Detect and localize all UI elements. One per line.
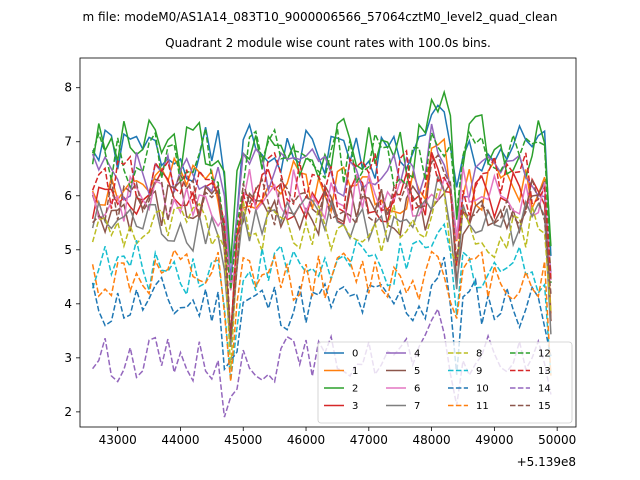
- y-tick-label: 6: [64, 189, 72, 203]
- chart-title: Quadrant 2 module wise count rates with …: [165, 36, 491, 50]
- series-layer: [91, 89, 552, 418]
- series-line-3: [91, 152, 552, 339]
- legend-label-13: 13: [538, 366, 551, 377]
- y-tick-label: 5: [64, 243, 72, 257]
- legend-label-6: 6: [414, 384, 420, 395]
- series-line-7: [91, 173, 552, 347]
- legend-label-7: 7: [414, 401, 420, 412]
- x-tick-label: 48000: [413, 433, 451, 447]
- series-line-11: [91, 248, 552, 382]
- x-tick-label: 46000: [287, 433, 325, 447]
- series-line-4: [91, 123, 552, 283]
- legend-label-2: 2: [352, 384, 358, 395]
- y-tick-label: 7: [64, 135, 72, 149]
- figure-suptitle: m file: modeM0/AS1A14_083T10_9000006566_…: [82, 10, 558, 24]
- legend-label-4: 4: [414, 349, 420, 360]
- x-tick-label: 44000: [161, 433, 199, 447]
- legend-label-10: 10: [476, 384, 489, 395]
- series-line-13: [91, 149, 552, 337]
- series-line-15: [92, 153, 552, 340]
- y-tick-label: 2: [64, 405, 72, 419]
- series-line-12: [91, 127, 552, 290]
- x-offset-label: +5.139e8: [517, 455, 576, 469]
- x-axis: 43000 44000 45000 46000 47000 48000 49000 50000: [99, 427, 576, 447]
- legend-label-0: 0: [352, 349, 358, 360]
- legend-box: [317, 341, 573, 424]
- x-tick-label: 43000: [99, 433, 137, 447]
- y-axis: 2 3 4 5 6 7 8: [64, 81, 80, 419]
- y-tick-label: 3: [64, 351, 72, 365]
- series-line-5: [91, 179, 552, 340]
- series-line-1: [91, 137, 552, 338]
- legend-label-5: 5: [414, 366, 420, 377]
- y-tick-label: 4: [64, 297, 72, 311]
- legend-label-8: 8: [476, 349, 482, 360]
- y-tick-label: 8: [64, 81, 72, 95]
- x-tick-label: 45000: [224, 433, 262, 447]
- legend-label-3: 3: [352, 401, 358, 412]
- series-line-8: [91, 188, 552, 370]
- legend-label-9: 9: [476, 366, 482, 377]
- x-tick-label: 49000: [475, 433, 513, 447]
- legend-label-1: 1: [352, 366, 358, 377]
- legend-label-14: 14: [538, 384, 551, 395]
- legend-label-15: 15: [538, 401, 551, 412]
- x-tick-label: 47000: [350, 433, 388, 447]
- legend-label-11: 11: [476, 401, 489, 412]
- legend-label-12: 12: [538, 349, 551, 360]
- series-line-2: [91, 89, 552, 264]
- series-line-10: [91, 256, 552, 375]
- x-tick-label: 50000: [538, 433, 576, 447]
- plot-frame: [79, 57, 577, 428]
